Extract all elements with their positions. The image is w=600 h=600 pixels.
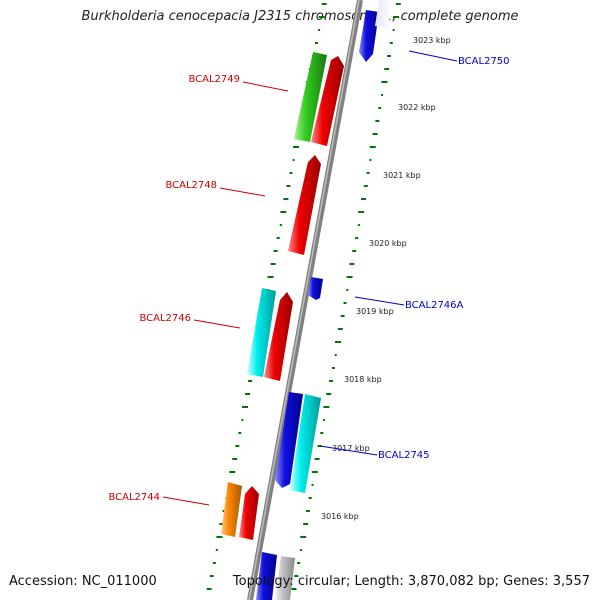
leader-line-bcal2750 — [408, 50, 458, 62]
feature-red-bcal2744 — [239, 486, 259, 540]
feature-fade-top — [375, 0, 392, 28]
gene-label-bcal2745[interactable]: BCAL2745 — [378, 450, 430, 461]
tick-label-3023: 3023 kbp — [413, 36, 451, 45]
feature-red-bcal2749 — [311, 56, 344, 146]
gene-label-bcal2748[interactable]: BCAL2748 — [165, 180, 217, 191]
tick-label-3019: 3019 kbp — [356, 307, 394, 316]
tick-label-3022: 3022 kbp — [398, 103, 436, 112]
gene-label-bcal2746a[interactable]: BCAL2746A — [405, 300, 464, 311]
leader-line-bcal2748 — [219, 187, 266, 197]
leader-line-bcal2749 — [242, 81, 289, 92]
tick-label-3020: 3020 kbp — [369, 239, 407, 248]
gene-label-bcal2750[interactable]: BCAL2750 — [458, 56, 510, 67]
feature-orange-bcal2744 — [221, 482, 242, 537]
map-title: Burkholderia cenocepacia J2315 chromosom… — [81, 9, 519, 24]
accession-text: Accession: NC_011000 — [9, 574, 157, 589]
feature-blue-bcal2746a — [308, 277, 323, 300]
gc-tick-track-right — [291, 3, 401, 590]
tick-label-3021: 3021 kbp — [383, 171, 421, 180]
chromosome-backbone-highlight — [248, 0, 360, 600]
chromosome-backbone — [247, 0, 363, 600]
feature-blue-bcal2745 — [275, 392, 303, 488]
tick-label-3016: 3016 kbp — [321, 512, 359, 521]
leader-line-bcal2746 — [193, 319, 241, 329]
feature-cyan-bcal2746 — [247, 288, 276, 377]
feature-red-bcal2748 — [288, 155, 321, 255]
tick-label-3018: 3018 kbp — [344, 375, 382, 384]
feature-blue-bottom — [256, 552, 277, 600]
gene-label-bcal2744[interactable]: BCAL2744 — [108, 492, 160, 503]
genome-stats-text: Topology: circular; Length: 3,870,082 bp… — [232, 574, 590, 589]
leader-line-bcal2744 — [162, 496, 210, 506]
feature-cyan-bcal2745 — [290, 394, 321, 493]
leader-line-bcal2746a — [354, 296, 405, 306]
leader-line-bcal2745 — [319, 445, 378, 456]
feature-grey-bottom — [275, 556, 295, 600]
feature-red-bcal2746 — [264, 292, 293, 381]
gene-label-bcal2749[interactable]: BCAL2749 — [188, 74, 240, 85]
tick-label-3017: 3017 kbp — [332, 444, 370, 453]
feature-blue-top — [359, 10, 379, 62]
gene-label-bcal2746[interactable]: BCAL2746 — [139, 313, 191, 324]
feature-green-bcal2749 — [294, 52, 327, 142]
